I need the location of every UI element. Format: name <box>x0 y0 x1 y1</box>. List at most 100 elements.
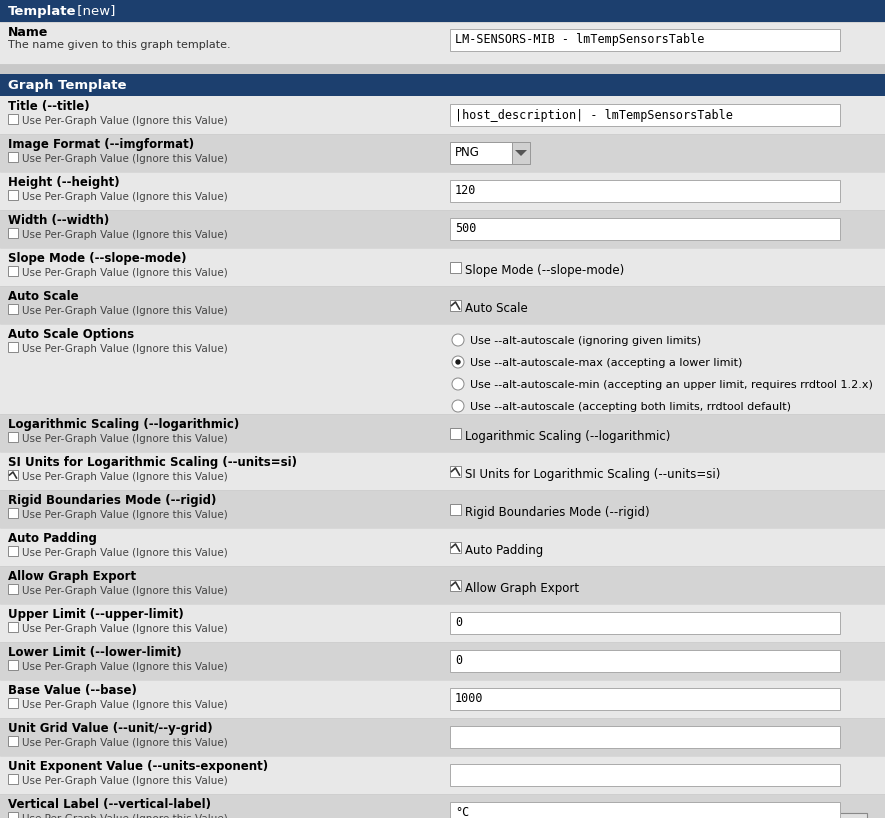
Text: Use Per-Graph Value (Ignore this Value): Use Per-Graph Value (Ignore this Value) <box>22 192 227 202</box>
Bar <box>0 680 885 718</box>
Bar <box>8 228 18 238</box>
Bar <box>8 736 18 746</box>
Bar <box>450 802 840 818</box>
Bar <box>450 262 461 273</box>
Text: 120: 120 <box>455 185 476 197</box>
Bar <box>8 812 18 818</box>
Bar <box>8 508 18 518</box>
Bar <box>0 248 885 286</box>
Bar <box>450 726 840 748</box>
Text: Use Per-Graph Value (Ignore this Value): Use Per-Graph Value (Ignore this Value) <box>22 700 227 710</box>
Bar <box>450 300 461 311</box>
Bar <box>450 542 461 553</box>
Text: Auto Scale: Auto Scale <box>465 302 527 315</box>
Bar <box>8 698 18 708</box>
Text: Use Per-Graph Value (Ignore this Value): Use Per-Graph Value (Ignore this Value) <box>22 116 227 126</box>
Text: Lower Limit (--lower-limit): Lower Limit (--lower-limit) <box>8 646 181 659</box>
Text: PNG: PNG <box>455 146 480 160</box>
Bar <box>0 452 885 490</box>
Text: Slope Mode (--slope-mode): Slope Mode (--slope-mode) <box>465 264 624 277</box>
Bar <box>8 342 18 352</box>
Text: Use Per-Graph Value (Ignore this Value): Use Per-Graph Value (Ignore this Value) <box>22 814 227 818</box>
Bar <box>450 218 840 240</box>
Text: Auto Padding: Auto Padding <box>8 532 96 545</box>
Text: Use Per-Graph Value (Ignore this Value): Use Per-Graph Value (Ignore this Value) <box>22 154 227 164</box>
Text: Use --alt-autoscale-max (accepting a lower limit): Use --alt-autoscale-max (accepting a low… <box>470 358 743 368</box>
Bar <box>8 432 18 442</box>
Text: Use Per-Graph Value (Ignore this Value): Use Per-Graph Value (Ignore this Value) <box>22 472 227 482</box>
Bar <box>0 794 885 818</box>
Bar <box>8 114 18 124</box>
Text: Base Value (--base): Base Value (--base) <box>8 684 137 697</box>
Bar <box>450 466 461 477</box>
Bar <box>0 74 885 96</box>
Circle shape <box>452 378 464 390</box>
Text: Use Per-Graph Value (Ignore this Value): Use Per-Graph Value (Ignore this Value) <box>22 434 227 444</box>
Text: Auto Scale Options: Auto Scale Options <box>8 328 135 341</box>
Bar <box>0 172 885 210</box>
Text: Use Per-Graph Value (Ignore this Value): Use Per-Graph Value (Ignore this Value) <box>22 624 227 634</box>
Circle shape <box>452 400 464 412</box>
Text: Rigid Boundaries Mode (--rigid): Rigid Boundaries Mode (--rigid) <box>465 506 650 519</box>
Circle shape <box>452 356 464 368</box>
Text: Title (--title): Title (--title) <box>8 100 89 113</box>
Text: 0: 0 <box>455 654 462 667</box>
Bar <box>450 580 461 591</box>
Bar <box>0 604 885 642</box>
Text: Width (--width): Width (--width) <box>8 214 109 227</box>
Bar <box>0 210 885 248</box>
Text: The name given to this graph template.: The name given to this graph template. <box>8 40 231 50</box>
Text: Use --alt-autoscale (ignoring given limits): Use --alt-autoscale (ignoring given limi… <box>470 336 701 346</box>
Text: Allow Graph Export: Allow Graph Export <box>465 582 579 595</box>
Text: Allow Graph Export: Allow Graph Export <box>8 570 136 583</box>
Text: Upper Limit (--upper-limit): Upper Limit (--upper-limit) <box>8 608 184 621</box>
Bar <box>8 152 18 162</box>
Text: °C: °C <box>455 807 469 818</box>
Text: Unit Grid Value (--unit/--y-grid): Unit Grid Value (--unit/--y-grid) <box>8 722 212 735</box>
Text: Rigid Boundaries Mode (--rigid): Rigid Boundaries Mode (--rigid) <box>8 494 216 507</box>
Bar <box>8 584 18 594</box>
Bar <box>450 504 461 515</box>
Text: Vertical Label (--vertical-label): Vertical Label (--vertical-label) <box>8 798 211 811</box>
Bar <box>0 414 885 452</box>
Text: Use Per-Graph Value (Ignore this Value): Use Per-Graph Value (Ignore this Value) <box>22 306 227 316</box>
Bar <box>0 566 885 604</box>
Bar <box>8 190 18 200</box>
Bar <box>8 304 18 314</box>
Circle shape <box>452 334 464 346</box>
Text: Auto Scale: Auto Scale <box>8 290 79 303</box>
Bar <box>450 29 840 51</box>
Text: Use --alt-autoscale-min (accepting an upper limit, requires rrdtool 1.2.x): Use --alt-autoscale-min (accepting an up… <box>470 380 873 390</box>
Bar <box>0 490 885 528</box>
Bar <box>0 0 885 22</box>
Text: Use Per-Graph Value (Ignore this Value): Use Per-Graph Value (Ignore this Value) <box>22 662 227 672</box>
Text: Name: Name <box>8 26 49 39</box>
Text: [new]: [new] <box>73 5 115 17</box>
Bar <box>8 546 18 556</box>
Text: LM-SENSORS-MIB - lmTempSensorsTable: LM-SENSORS-MIB - lmTempSensorsTable <box>455 34 704 47</box>
Text: Use Per-Graph Value (Ignore this Value): Use Per-Graph Value (Ignore this Value) <box>22 548 227 558</box>
Bar <box>0 528 885 566</box>
Text: Use Per-Graph Value (Ignore this Value): Use Per-Graph Value (Ignore this Value) <box>22 738 227 748</box>
Text: SI Units for Logarithmic Scaling (--units=si): SI Units for Logarithmic Scaling (--unit… <box>8 456 297 469</box>
Text: |host_description| - lmTempSensorsTable: |host_description| - lmTempSensorsTable <box>455 109 733 122</box>
Text: Use --alt-autoscale (accepting both limits, rrdtool default): Use --alt-autoscale (accepting both limi… <box>470 402 791 412</box>
Bar <box>450 180 840 202</box>
Bar <box>450 612 840 634</box>
Bar <box>450 764 840 786</box>
Bar <box>0 324 885 414</box>
Bar <box>715 813 775 818</box>
Bar <box>512 142 530 164</box>
Text: Use Per-Graph Value (Ignore this Value): Use Per-Graph Value (Ignore this Value) <box>22 510 227 520</box>
Text: 500: 500 <box>455 222 476 236</box>
Text: Image Format (--imgformat): Image Format (--imgformat) <box>8 138 194 151</box>
Text: Logarithmic Scaling (--logarithmic): Logarithmic Scaling (--logarithmic) <box>465 430 670 443</box>
Bar <box>8 622 18 632</box>
Bar <box>8 660 18 670</box>
Bar <box>0 642 885 680</box>
Bar <box>0 96 885 134</box>
Bar <box>0 286 885 324</box>
Polygon shape <box>515 150 527 156</box>
Bar <box>8 470 18 480</box>
Bar <box>0 756 885 794</box>
